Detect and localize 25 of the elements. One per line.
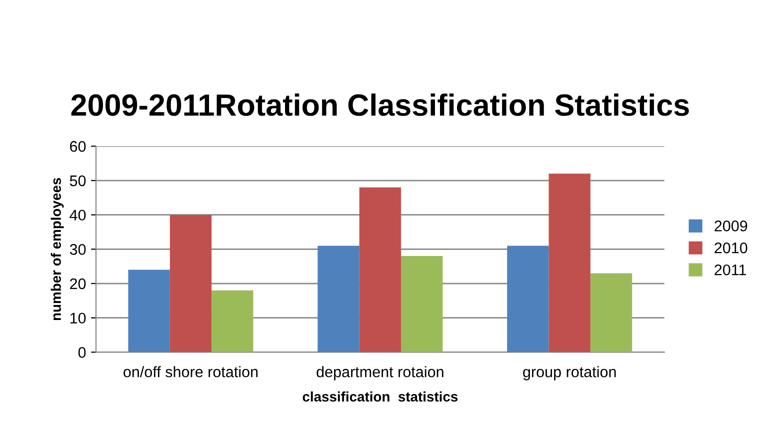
y-tick-label: 20 (70, 278, 86, 290)
chart-title: 2009-2011Rotation Classification Statistics (71, 93, 689, 116)
y-tick-label: 50 (70, 175, 86, 186)
legend-label: 2011 (714, 264, 746, 276)
bar (318, 246, 360, 352)
bar (507, 246, 549, 352)
y-tick-label: 40 (70, 210, 86, 221)
y-tick-label: 10 (70, 312, 86, 324)
legend-label: 2009 (714, 220, 748, 232)
bar (128, 270, 170, 352)
bar (401, 256, 443, 352)
y-axis-title: number of employees (50, 178, 64, 320)
y-tick-label: 30 (70, 244, 86, 255)
bar (170, 214, 212, 352)
bar (359, 187, 401, 352)
y-tick-label: 0 (78, 347, 86, 358)
x-axis-title: classification statistics (302, 391, 458, 402)
x-tick-label: department rotaion (316, 366, 444, 380)
bar (212, 290, 254, 352)
y-tick-label: 60 (70, 141, 86, 152)
x-tick-label: on/off shore rotation (124, 366, 258, 378)
x-tick-label: group rotation (523, 366, 616, 380)
bar (548, 174, 590, 352)
bar (590, 273, 632, 352)
legend-label: 2010 (714, 242, 748, 254)
